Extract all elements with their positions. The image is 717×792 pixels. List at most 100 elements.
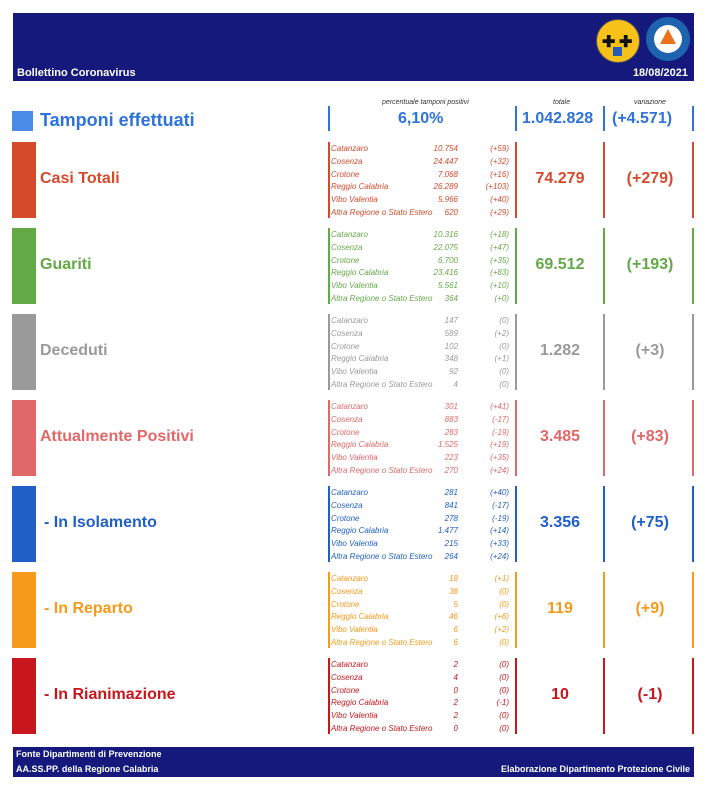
divider	[603, 228, 605, 304]
province-delta: (0)	[499, 367, 509, 377]
province-name: Reggio Calabria	[331, 698, 389, 708]
province-name: Altra Regione o Stato Estero	[331, 294, 433, 303]
province-row: Altra Regione o Stato Estero 264 (+24)	[331, 552, 511, 564]
province-delta: (0)	[499, 711, 509, 721]
divider	[603, 572, 605, 648]
province-value: 6.700	[437, 255, 458, 265]
province-delta: (+40)	[490, 195, 509, 205]
province-value: 270	[444, 466, 458, 475]
province-name: Vibo Valentia	[331, 625, 378, 635]
province-name: Cosenza	[331, 500, 363, 510]
province-value: 24.447	[433, 156, 458, 166]
province-row: Reggio Calabria 348 (+1)	[331, 354, 511, 366]
province-row: Crotone 278 (-19)	[331, 514, 511, 526]
section-variation: (-1)	[637, 686, 663, 703]
province-name: Altra Regione o Stato Estero	[331, 552, 433, 561]
divider	[328, 400, 330, 476]
province-delta: (+41)	[490, 402, 509, 411]
province-name: Crotone	[331, 513, 360, 523]
province-delta: (0)	[499, 660, 509, 669]
divider	[515, 658, 517, 734]
divider	[692, 658, 694, 734]
divider	[603, 400, 605, 476]
tamponi-label: Tamponi effettuati	[40, 110, 195, 130]
header-banner	[13, 13, 694, 66]
province-row: Cosenza 22.075 (+47)	[331, 243, 511, 255]
section-color-bar	[12, 142, 36, 218]
province-value: 215	[444, 539, 458, 549]
province-delta: (+35)	[490, 255, 509, 265]
divider	[328, 106, 330, 131]
section-label: - In Reparto	[44, 600, 133, 617]
section-color-bar	[12, 572, 36, 648]
province-delta: (+40)	[490, 488, 509, 497]
province-value: 264	[444, 552, 458, 561]
province-row: Altra Regione o Stato Estero 270 (+24)	[331, 466, 511, 478]
province-value: 2	[453, 698, 458, 708]
province-delta: (+24)	[490, 466, 509, 475]
province-value: 46	[449, 612, 458, 622]
province-name: Reggio Calabria	[331, 354, 389, 364]
divider	[603, 142, 605, 218]
section-color-bar	[12, 486, 36, 562]
province-name: Cosenza	[331, 672, 363, 682]
province-name: Altra Regione o Stato Estero	[331, 380, 433, 389]
province-row: Crotone 7.068 (+16)	[331, 170, 511, 182]
section-total: 1.282	[539, 342, 581, 359]
title-bar: Bollettino Coronavirus 18/08/2021	[13, 66, 694, 81]
divider	[515, 314, 517, 390]
bulletin-date: 18/08/2021	[632, 67, 688, 79]
divider	[515, 106, 517, 131]
province-delta: (+6)	[494, 612, 509, 622]
divider	[515, 572, 517, 648]
section-total: 3.485	[539, 428, 581, 445]
section-total: 119	[547, 600, 573, 617]
province-name: Crotone	[331, 599, 360, 609]
province-row: Cosenza 841 (-17)	[331, 501, 511, 513]
section-label: Attualmente Positivi	[40, 428, 194, 445]
province-delta: (+29)	[490, 208, 509, 217]
province-delta: (+14)	[490, 526, 509, 536]
province-name: Reggio Calabria	[331, 526, 389, 536]
province-row: Reggio Calabria 2 (-1)	[331, 698, 511, 710]
province-row: Cosenza 883 (-17)	[331, 415, 511, 427]
province-name: Vibo Valentia	[331, 539, 378, 549]
province-value: 5.966	[437, 195, 458, 205]
section-label: Deceduti	[40, 342, 108, 359]
divider	[328, 572, 330, 648]
section-total: 10	[551, 686, 569, 703]
province-name: Crotone	[331, 685, 360, 695]
footer: Fonte Dipartimenti di Prevenzione AA.SS.…	[13, 747, 694, 777]
province-value: 147	[444, 316, 458, 325]
province-delta: (+103)	[485, 182, 509, 192]
province-row: Vibo Valentia 5.561 (+10)	[331, 281, 511, 293]
column-header-total: totale	[553, 99, 571, 106]
province-name: Vibo Valentia	[331, 711, 378, 721]
divider	[515, 142, 517, 218]
province-name: Cosenza	[331, 328, 363, 338]
section-label: - In Isolamento	[44, 514, 157, 531]
section-color-bar	[12, 228, 36, 304]
province-value: 23.416	[433, 268, 458, 278]
province-row: Crotone 5 (0)	[331, 600, 511, 612]
section-color-bar	[12, 314, 36, 390]
divider	[515, 400, 517, 476]
province-row: Reggio Calabria 26.289 (+103)	[331, 182, 511, 194]
province-name: Catanzaro	[331, 316, 368, 325]
province-value: 5	[453, 599, 458, 609]
divider	[692, 400, 694, 476]
province-value: 883	[444, 414, 458, 424]
province-name: Crotone	[331, 255, 360, 265]
province-delta: (+10)	[490, 281, 509, 291]
province-value: 92	[449, 367, 458, 377]
province-name: Reggio Calabria	[331, 440, 389, 450]
province-delta: (+1)	[494, 354, 509, 364]
province-name: Vibo Valentia	[331, 367, 378, 377]
province-row: Vibo Valentia 223 (+35)	[331, 453, 511, 465]
divider	[692, 142, 694, 218]
section-total: 74.279	[535, 170, 585, 187]
province-delta: (0)	[499, 586, 509, 596]
province-value: 1.477	[437, 526, 458, 536]
province-name: Altra Regione o Stato Estero	[331, 466, 433, 475]
province-name: Crotone	[331, 341, 360, 351]
